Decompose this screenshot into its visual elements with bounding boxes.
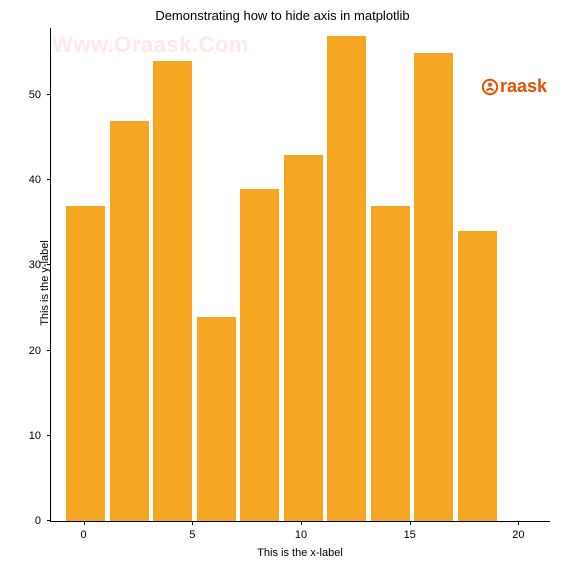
x-tick-mark: [84, 521, 85, 525]
bar: [153, 61, 192, 521]
chart-title: Demonstrating how to hide axis in matplo…: [0, 8, 565, 23]
x-axis-label: This is the x-label: [50, 547, 550, 559]
y-tick-label: 20: [29, 345, 51, 357]
x-tick-mark: [518, 521, 519, 525]
bars-group: [51, 28, 550, 521]
bar: [327, 36, 366, 521]
chart-container: Demonstrating how to hide axis in matplo…: [0, 0, 565, 565]
y-tick-mark: [47, 94, 51, 95]
y-tick-label: 0: [35, 515, 51, 527]
bar: [414, 53, 453, 521]
x-tick-mark: [410, 521, 411, 525]
y-tick-mark: [47, 350, 51, 351]
bar: [240, 189, 279, 521]
x-tick-mark: [192, 521, 193, 525]
y-tick-label: 50: [29, 89, 51, 101]
y-tick-mark: [47, 435, 51, 436]
plot-area: 0102030405005101520: [50, 28, 550, 522]
bar: [458, 231, 497, 521]
bar: [110, 121, 149, 521]
bar: [66, 206, 105, 521]
y-tick-mark: [47, 179, 51, 180]
bar: [371, 206, 410, 521]
bar: [197, 317, 236, 521]
y-tick-label: 40: [29, 174, 51, 186]
y-tick-mark: [47, 520, 51, 521]
y-tick-label: 10: [29, 430, 51, 442]
bar: [284, 155, 323, 521]
x-tick-mark: [301, 521, 302, 525]
y-axis-label: This is the y-label: [39, 240, 51, 326]
